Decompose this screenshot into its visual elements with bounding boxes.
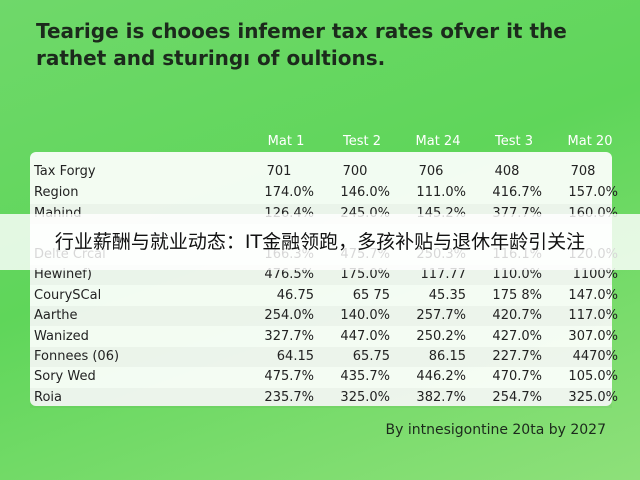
column-header: Test 2 bbox=[342, 134, 381, 149]
table-cell: 257.7% bbox=[416, 308, 466, 323]
table-cell: 45.35 bbox=[428, 288, 466, 303]
row-label: Fonnees (06) bbox=[34, 349, 120, 364]
table-cell: 227.7% bbox=[492, 349, 542, 364]
table-cell: 706 bbox=[418, 164, 444, 179]
table-cell: 86.15 bbox=[428, 349, 466, 364]
column-header: Mat 24 bbox=[415, 134, 461, 149]
footer-note: By intnesigontine 20ta by 2027 bbox=[385, 422, 607, 438]
row-label: Hewinef) bbox=[34, 267, 92, 282]
table-cell: 416.7% bbox=[492, 185, 542, 200]
table-cell: 382.7% bbox=[416, 390, 466, 405]
table-cell: 64.15 bbox=[276, 349, 314, 364]
table-cell: 1100% bbox=[572, 267, 618, 282]
row-label: Sory Wed bbox=[34, 369, 96, 384]
table-cell: 105.0% bbox=[568, 369, 618, 384]
table-cell: 146.0% bbox=[340, 185, 390, 200]
table-cell: 235.7% bbox=[264, 390, 314, 405]
table-cell: 708 bbox=[570, 164, 596, 179]
row-label: Tax Forgy bbox=[34, 164, 96, 179]
table-cell: 65 75 bbox=[352, 288, 390, 303]
table-cell: 117.0% bbox=[568, 308, 618, 323]
row-label: Roia bbox=[34, 390, 62, 405]
table-cell: 117.77 bbox=[420, 267, 467, 282]
table-cell: 446.2% bbox=[416, 369, 466, 384]
table-cell: 435.7% bbox=[340, 369, 390, 384]
table-cell: 110.0% bbox=[492, 267, 542, 282]
table-cell: 327.7% bbox=[264, 329, 314, 344]
banner-text: 行业薪酬与就业动态：IT金融领跑，多孩补贴与退休年龄引关注 bbox=[54, 231, 586, 253]
column-header: Mat 1 bbox=[267, 134, 305, 149]
column-header: Test 3 bbox=[494, 134, 533, 149]
table-cell: 427.0% bbox=[492, 329, 542, 344]
row-label: Aarthe bbox=[34, 308, 78, 323]
table-cell: 254.7% bbox=[492, 390, 542, 405]
table-cell: 700 bbox=[342, 164, 368, 179]
table-cell: 157.0% bbox=[568, 185, 618, 200]
row-label: CourySCal bbox=[34, 288, 102, 303]
table-cell: 447.0% bbox=[340, 329, 390, 344]
table-cell: 111.0% bbox=[416, 185, 466, 200]
table-cell: 701 bbox=[266, 164, 292, 179]
news-banner: 行业薪酬与就业动态：IT金融领跑，多孩补贴与退休年龄引关注 bbox=[0, 214, 640, 270]
table-cell: 408 bbox=[494, 164, 520, 179]
column-header: Mat 20 bbox=[567, 134, 613, 149]
table-cell: 4470% bbox=[572, 349, 618, 364]
table-cell: 46.75 bbox=[276, 288, 314, 303]
data-table: Tax Forgy 701 700 706 408 708 Region 174.0% 146.… bbox=[30, 152, 618, 406]
table-cell: 325.0% bbox=[568, 390, 618, 405]
table-cell: 307.0% bbox=[568, 329, 618, 344]
table-cell: 475.7% bbox=[264, 369, 314, 384]
table-cell: 250.2% bbox=[416, 329, 466, 344]
table-cell: 175 8% bbox=[492, 288, 542, 303]
table-cell: 420.7% bbox=[492, 308, 542, 323]
table-cell: 470.7% bbox=[492, 369, 542, 384]
row-label: Wanized bbox=[34, 329, 89, 344]
row-label: Region bbox=[34, 185, 79, 200]
table-cell: 476.5% bbox=[264, 267, 314, 282]
table-cell: 175.0% bbox=[340, 267, 390, 282]
table-cell: 140.0% bbox=[340, 308, 390, 323]
table-cell: 325.0% bbox=[340, 390, 390, 405]
title: Tearige is chooes infemer tax rates ofve… bbox=[36, 19, 567, 70]
table-cell: 254.0% bbox=[264, 308, 314, 323]
table-cell: 174.0% bbox=[264, 185, 314, 200]
table-cell: 147.0% bbox=[568, 288, 618, 303]
table-cell: 65.75 bbox=[352, 349, 390, 364]
